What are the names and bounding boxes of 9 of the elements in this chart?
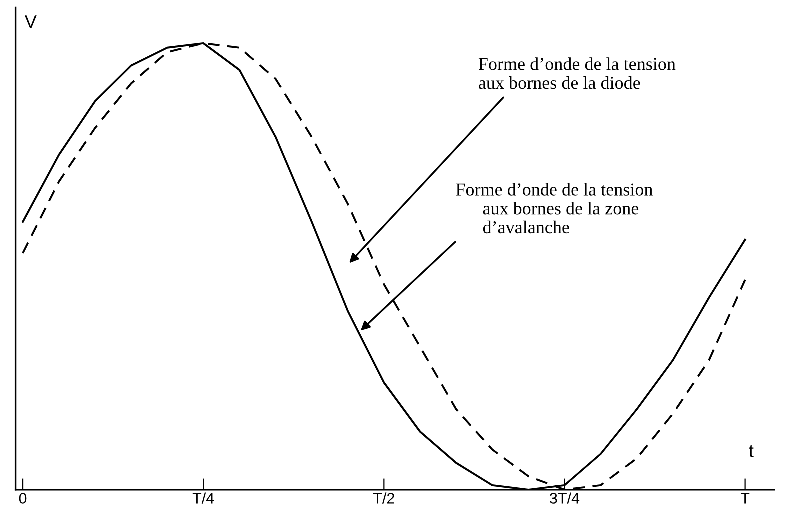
annotation: Forme d’onde de la tension aux bornes de la diode bbox=[478, 58, 676, 90]
x-tick-label: 0 bbox=[19, 493, 27, 504]
y-axis-title: V bbox=[24, 16, 37, 28]
annotation: Forme d’onde de la tension aux bornes de la zone d’avalanche bbox=[456, 183, 653, 234]
x-tick-label: 3T/4 bbox=[550, 492, 580, 504]
x-tick-label: T/2 bbox=[373, 492, 394, 504]
x-axis-title: t bbox=[749, 446, 754, 458]
x-tick-label: T/4 bbox=[192, 492, 214, 504]
x-tick-label: T bbox=[740, 493, 750, 504]
